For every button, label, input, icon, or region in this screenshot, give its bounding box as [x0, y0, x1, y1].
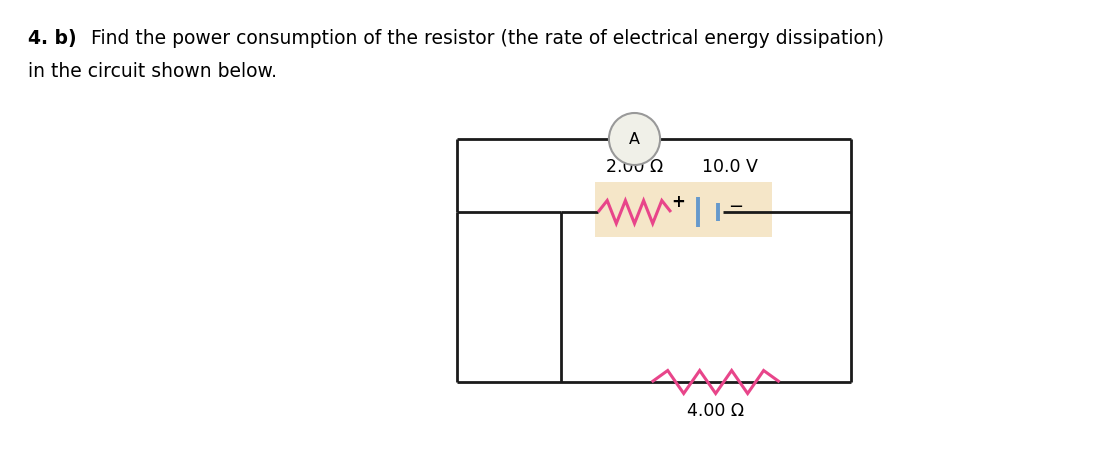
Text: 4.00 Ω: 4.00 Ω [687, 402, 744, 420]
Text: 4. b): 4. b) [27, 29, 77, 48]
Text: +: + [671, 193, 685, 211]
Text: 2.00 Ω: 2.00 Ω [606, 158, 663, 176]
Text: 10.0 V: 10.0 V [702, 158, 758, 176]
Text: Find the power consumption of the resistor (the rate of electrical energy dissip: Find the power consumption of the resist… [84, 29, 884, 48]
Text: −: − [729, 198, 744, 216]
Bar [595, 182, 772, 237]
Text: A: A [629, 132, 640, 147]
Circle shape [609, 113, 660, 165]
Text: in the circuit shown below.: in the circuit shown below. [27, 62, 277, 81]
